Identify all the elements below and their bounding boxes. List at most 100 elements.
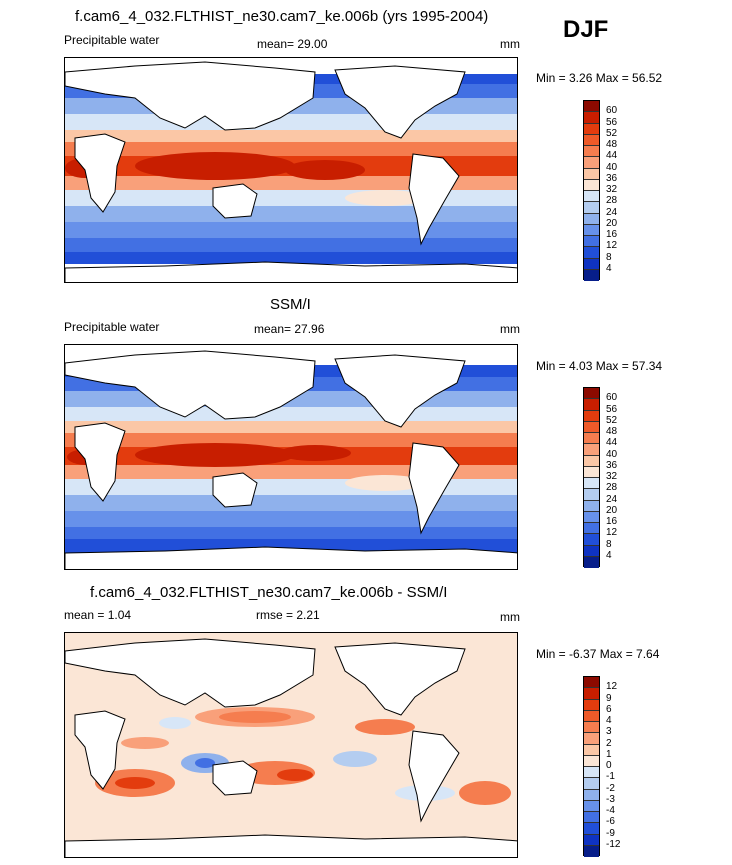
colorbar-swatch (584, 812, 599, 824)
colorbar-tick-label: 32 (606, 184, 618, 195)
colorbar-swatch (584, 511, 599, 523)
colorbar-swatch (584, 433, 599, 445)
panel-1-colorbar (583, 100, 600, 281)
colorbar-swatch (584, 699, 599, 711)
colorbar-swatch (584, 677, 599, 689)
panel-2-title: SSM/I (270, 296, 311, 313)
colorbar-swatch (584, 247, 599, 259)
colorbar-tick-label: 2 (606, 737, 612, 749)
panel-3-units: mm (500, 610, 520, 624)
colorbar-tick-label: 8 (606, 538, 612, 550)
colorbar-tick-label: 48 (606, 139, 618, 150)
colorbar-swatch (584, 834, 599, 846)
colorbar-swatch (584, 168, 599, 180)
colorbar-tick-label: 40 (606, 448, 618, 460)
panel-2-map (64, 344, 518, 570)
panel-3-rmse: rmse = 2.21 (256, 608, 320, 622)
colorbar-tick-label: -4 (606, 805, 615, 816)
panel-1-left-label: Precipitable water (64, 33, 160, 47)
colorbar-swatch (584, 800, 599, 812)
colorbar-swatch (584, 710, 599, 722)
colorbar-tick-label: 0 (606, 760, 612, 771)
panel-3-colorbar (583, 676, 600, 857)
colorbar-tick-label: 28 (606, 195, 618, 207)
colorbar-tick-label: 60 (606, 392, 618, 404)
colorbar-swatch (584, 478, 599, 490)
panel-2-colorbar (583, 387, 600, 568)
colorbar-swatch (584, 778, 599, 790)
panel-1-map (64, 57, 518, 283)
colorbar-swatch (584, 767, 599, 779)
colorbar-swatch (584, 269, 599, 281)
panel-3-map (64, 632, 518, 858)
colorbar-tick-label: 6 (606, 703, 612, 715)
colorbar-tick-label: 3 (606, 726, 612, 738)
colorbar-tick-label: 4 (606, 262, 612, 274)
colorbar-tick-label: 1 (606, 748, 612, 760)
colorbar-swatch (584, 388, 599, 400)
colorbar-tick-label: 4 (606, 549, 612, 561)
panel-3-mean: mean = 1.04 (64, 608, 132, 622)
colorbar-tick-label: 40 (606, 161, 618, 173)
season-label: DJF (563, 16, 609, 43)
colorbar-tick-label: 56 (606, 116, 618, 128)
colorbar-swatch (584, 545, 599, 557)
colorbar-swatch (584, 489, 599, 501)
colorbar-tick-label: 16 (606, 516, 618, 527)
colorbar-tick-label: 12 (606, 240, 618, 252)
colorbar-swatch (584, 500, 599, 512)
colorbar-tick-label: 9 (606, 692, 612, 704)
colorbar-swatch (584, 236, 599, 248)
colorbar-swatch (584, 823, 599, 835)
colorbar-swatch (584, 755, 599, 767)
colorbar-swatch (584, 688, 599, 700)
colorbar-tick-label: -6 (606, 816, 615, 828)
panel-3-title: f.cam6_4_032.FLTHIST_ne30.cam7_ke.006b -… (90, 584, 448, 601)
colorbar-swatch (584, 191, 599, 203)
colorbar-tick-label: -12 (606, 838, 621, 850)
colorbar-tick-label: 28 (606, 482, 618, 494)
colorbar-swatch (584, 224, 599, 236)
colorbar-tick-label: 24 (606, 493, 618, 505)
panel-2-left-label: Precipitable water (64, 320, 160, 334)
colorbar-swatch (584, 123, 599, 135)
panel-2-units: mm (500, 322, 520, 336)
colorbar-tick-label: 24 (606, 206, 618, 218)
colorbar-tick-label: 4 (606, 715, 612, 726)
colorbar-swatch (584, 444, 599, 456)
colorbar-swatch (584, 202, 599, 214)
colorbar-swatch (584, 179, 599, 191)
panel-2-mean: mean= 27.96 (254, 322, 325, 336)
panel-3-map-plot (65, 633, 517, 857)
colorbar-swatch (584, 722, 599, 734)
colorbar-swatch (584, 534, 599, 546)
panel-2-minmax: Min = 4.03 Max = 57.34 (536, 359, 663, 373)
colorbar-tick-label: 44 (606, 437, 618, 449)
colorbar-swatch (584, 733, 599, 745)
colorbar-swatch (584, 789, 599, 801)
colorbar-tick-label: 20 (606, 217, 618, 229)
colorbar-tick-label: 52 (606, 414, 618, 426)
panel-1-minmax: Min = 3.26 Max = 56.52 (536, 71, 663, 85)
colorbar-tick-label: 8 (606, 251, 612, 263)
colorbar-tick-label: 36 (606, 172, 618, 184)
colorbar-swatch (584, 466, 599, 478)
panel-3-minmax: Min = -6.37 Max = 7.64 (536, 647, 660, 661)
panel-1-units: mm (500, 37, 520, 51)
colorbar-tick-label: 44 (606, 150, 618, 162)
panel-1-mean: mean= 29.00 (257, 37, 328, 51)
colorbar-tick-label: -1 (606, 771, 615, 783)
colorbar-swatch (584, 157, 599, 169)
colorbar-tick-label: 48 (606, 426, 618, 437)
colorbar-swatch (584, 556, 599, 568)
colorbar-swatch (584, 410, 599, 422)
colorbar-swatch (584, 399, 599, 411)
colorbar-swatch (584, 744, 599, 756)
colorbar-tick-label: 32 (606, 471, 618, 482)
colorbar-tick-label: 56 (606, 403, 618, 415)
colorbar-swatch (584, 213, 599, 225)
panel-2-map-plot (65, 345, 517, 569)
colorbar-tick-label: 12 (606, 527, 618, 539)
colorbar-tick-label: 60 (606, 105, 618, 117)
colorbar-tick-label: -9 (606, 827, 615, 839)
